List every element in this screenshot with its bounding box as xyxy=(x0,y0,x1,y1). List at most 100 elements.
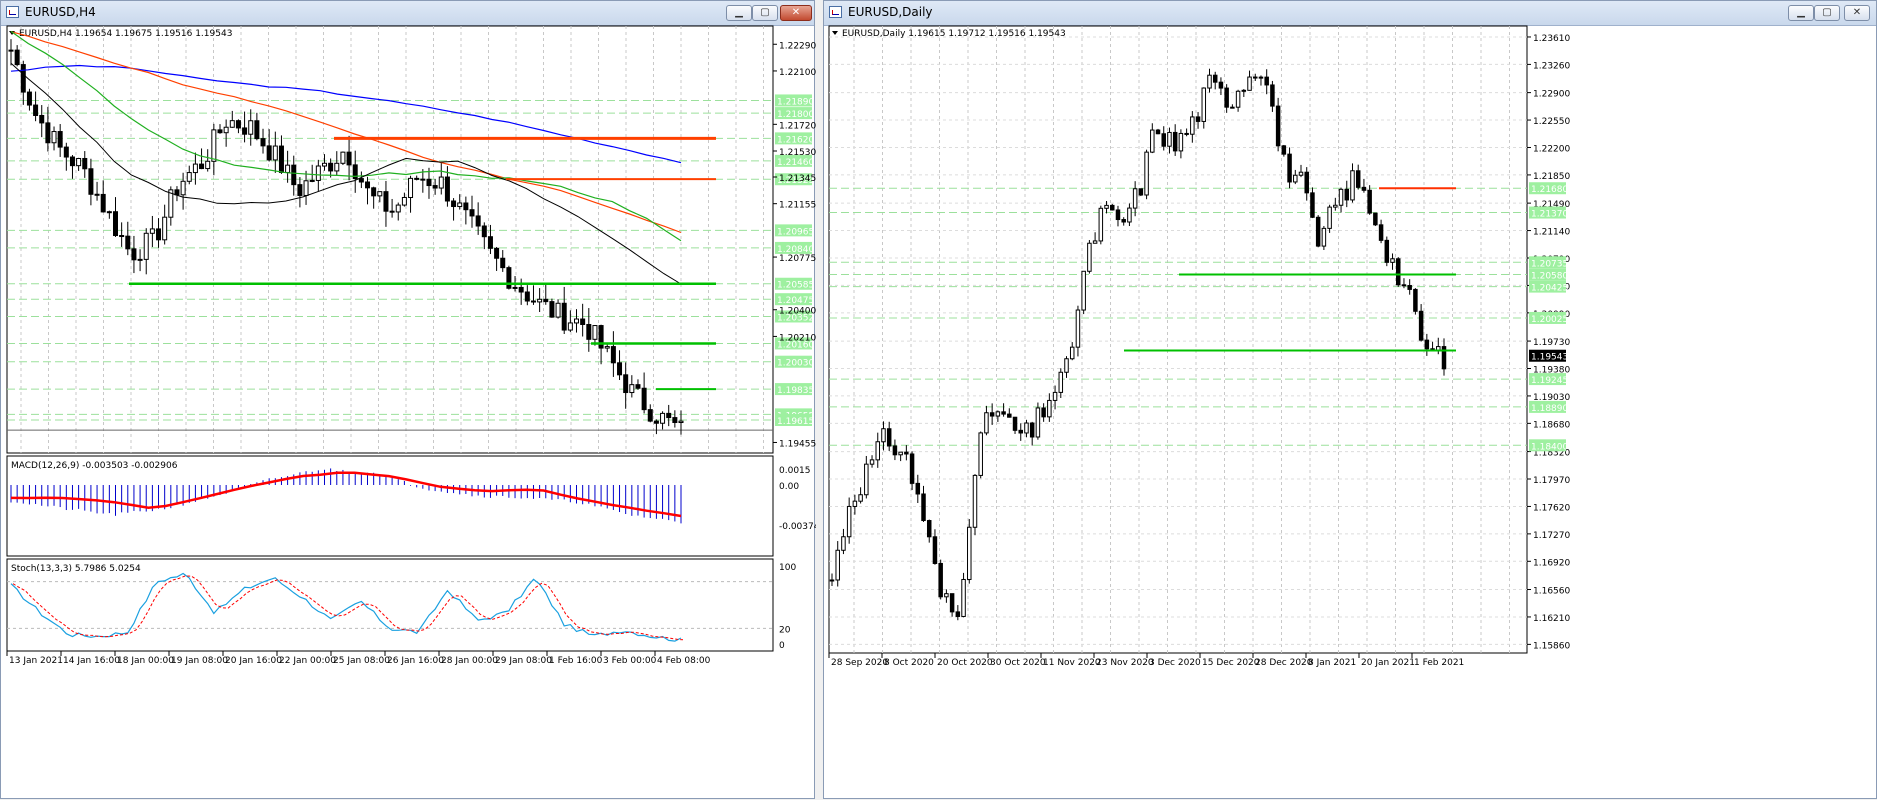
level-tag: 1.18400 xyxy=(1531,442,1568,452)
h4-candle xyxy=(580,318,586,325)
h4-chart-canvas[interactable]: 1.21890 1.21800 1.21620 1.21460 1.21329 1.209… xyxy=(1,1,816,800)
h4-candle xyxy=(395,204,401,213)
price-axis-label: 1.17270 xyxy=(1533,531,1570,541)
price-axis-label: 1.21490 xyxy=(1533,200,1570,210)
h4-candle xyxy=(604,346,610,349)
level-tag-bg xyxy=(775,224,812,237)
daily-candle xyxy=(978,432,983,476)
close-button[interactable]: ✕ xyxy=(780,5,812,21)
daily-chart-window[interactable]: EURUSD,Daily ▁ ▢ ✕ 1.23610 1.23260 1.22900… xyxy=(823,0,1877,799)
h4-candle xyxy=(451,200,457,208)
daily-candle xyxy=(944,593,949,598)
daily-candle xyxy=(1001,411,1006,415)
daily-candle xyxy=(1207,74,1212,89)
h4-candle xyxy=(8,49,14,52)
minimize-button[interactable]: ▁ xyxy=(1788,5,1814,21)
ma-red-line xyxy=(10,31,682,234)
daily-candle xyxy=(915,482,921,495)
h4-candle xyxy=(334,162,340,172)
daily-candle xyxy=(864,463,869,496)
h4-candle xyxy=(192,163,198,174)
h4-candle xyxy=(555,302,561,318)
h4-candle xyxy=(285,164,291,173)
daily-chart-canvas[interactable]: 1.23610 1.23260 1.22900 1.22550 1.22200 1.218… xyxy=(824,1,1877,800)
time-axis-label: 15 Dec 2020 xyxy=(1202,658,1260,668)
daily-candle xyxy=(886,428,892,447)
time-axis-label: 4 Feb 08:00 xyxy=(657,656,711,666)
maximize-button[interactable]: ▢ xyxy=(752,5,778,21)
h4-candle xyxy=(266,145,272,161)
daily-candle xyxy=(1184,132,1189,135)
h4-candle xyxy=(14,49,20,66)
daily-candle xyxy=(1281,145,1287,155)
time-axis-label: 13 Jan 2021 xyxy=(9,656,63,666)
h4-candle xyxy=(358,178,364,183)
h4-candle xyxy=(272,145,278,161)
daily-candle xyxy=(904,451,909,455)
level-tag-bg xyxy=(775,173,812,186)
h4-window-title: EURUSD,H4 xyxy=(25,5,96,19)
daily-candle xyxy=(1275,105,1281,147)
level-tag: 1.19835 xyxy=(777,386,814,396)
daily-candle xyxy=(881,428,886,443)
daily-candle xyxy=(1298,171,1304,176)
h4-candle xyxy=(426,178,432,187)
daily-candle xyxy=(1098,207,1104,242)
daily-candle xyxy=(1424,339,1430,350)
price-axis-label: 1.19380 xyxy=(1533,365,1570,375)
h4-candle xyxy=(303,180,309,196)
h4-candle xyxy=(408,177,414,198)
level-tag: 1.18890 xyxy=(1531,404,1568,414)
h4-candle xyxy=(481,225,487,238)
level-tag: 1.19245 xyxy=(1531,376,1568,386)
price-axis-label: 1.17970 xyxy=(1533,476,1570,486)
macd-signal-line xyxy=(10,471,682,518)
time-axis-label: 1 Feb 16:00 xyxy=(549,656,603,666)
level-tag-bg xyxy=(1529,400,1566,413)
h4-candle xyxy=(131,248,137,261)
level-tag-bg xyxy=(775,310,812,323)
level-tag: 1.21329 xyxy=(777,176,814,186)
minimize-button[interactable]: ▁ xyxy=(726,5,752,21)
h4-candle xyxy=(346,151,352,166)
level-tag: 1.21680 xyxy=(1531,185,1568,195)
daily-candle xyxy=(1218,81,1224,89)
time-axis-label: 25 Jan 08:00 xyxy=(333,656,390,666)
daily-candle xyxy=(835,549,840,581)
h4-candle xyxy=(76,157,82,167)
h4-candle xyxy=(586,323,592,340)
maximize-button[interactable]: ▢ xyxy=(1814,5,1840,21)
daily-candle xyxy=(1110,204,1115,211)
time-axis-label: 26 Jan 16:00 xyxy=(387,656,444,666)
h4-chart-window[interactable]: EURUSD,H4 ▁ ▢ ✕ 1.21890 1.21800 1.21620 1.2… xyxy=(0,0,816,800)
time-axis-label: 28 Dec 2020 xyxy=(1255,658,1313,668)
daily-candle xyxy=(1373,212,1378,226)
h4-candle xyxy=(530,300,536,303)
daily-candle xyxy=(1384,239,1390,263)
daily-candle xyxy=(1104,204,1109,209)
level-tag: 1.20352 xyxy=(777,313,814,323)
h4-candle xyxy=(321,162,327,167)
h4-candle xyxy=(420,178,426,181)
daily-candle xyxy=(1069,346,1075,360)
h4-candle xyxy=(260,138,266,147)
daily-candle xyxy=(1321,227,1327,247)
time-axis-label: 8 Jan 2021 xyxy=(1308,658,1356,668)
daily-candle xyxy=(1224,87,1229,108)
h4-candle xyxy=(180,180,186,196)
price-axis-label: 1.21530 xyxy=(779,148,816,158)
h4-candle xyxy=(377,191,383,197)
daily-candle xyxy=(1087,242,1092,272)
time-axis-label: 3 Dec 2020 xyxy=(1149,658,1201,668)
level-tag: 1.20030 xyxy=(777,359,814,369)
h4-candle xyxy=(205,160,211,170)
daily-candle xyxy=(1315,216,1321,247)
h4-header: EURUSD,H4 1.19654 1.19675 1.19516 1.1954… xyxy=(19,29,232,39)
daily-candle xyxy=(846,505,852,538)
h4-candle xyxy=(561,302,567,331)
daily-candle xyxy=(1024,422,1029,434)
level-tag-bg xyxy=(1529,206,1566,219)
close-button[interactable]: ✕ xyxy=(1844,5,1870,21)
level-tag: 1.20475 xyxy=(777,296,814,306)
daily-candle xyxy=(1201,87,1207,122)
